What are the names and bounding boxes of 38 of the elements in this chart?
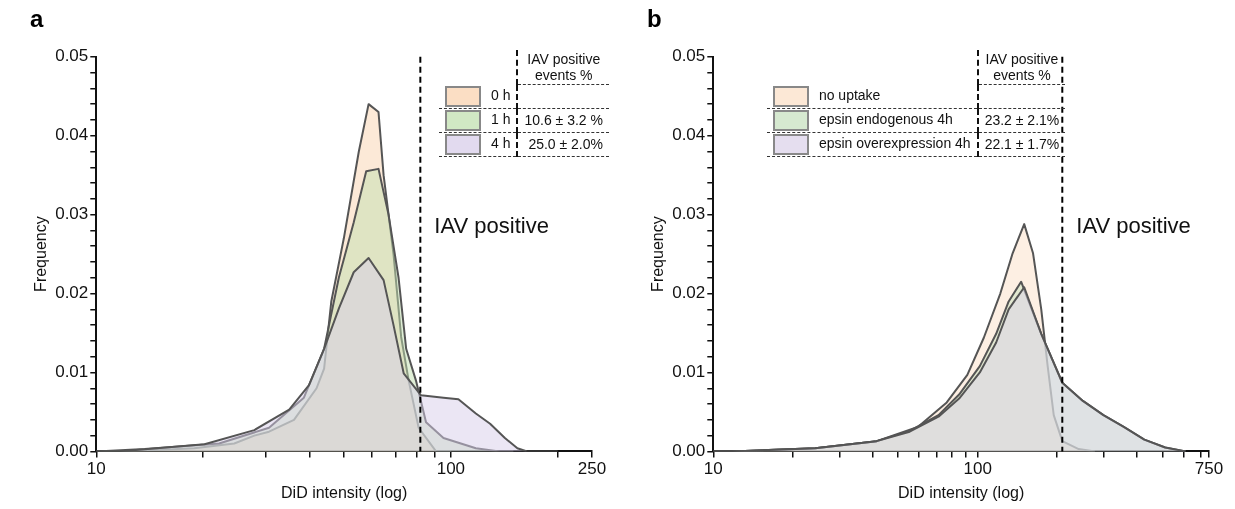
y-tick-label: 0.05 <box>672 46 706 66</box>
annotation: IAV positive events % <box>526 51 602 83</box>
y-tick-label: 0.05 <box>55 46 89 66</box>
y-tick-label: 0.04 <box>55 125 89 145</box>
y-axis-title: Frequency <box>32 216 50 292</box>
legend-label: epsin overexpression 4h <box>817 134 971 151</box>
annotation: 22.1 ± 1.7% <box>977 132 1066 156</box>
x-tick-label: 250 <box>577 459 607 479</box>
legend-label: 1 h <box>490 110 511 127</box>
ref-line-label: IAV positive <box>1076 212 1191 238</box>
annotation: 23.2 ± 2.1% <box>977 108 1066 132</box>
x-axis-title: DiD intensity (log) <box>898 483 1025 501</box>
y-tick-label: 0.03 <box>672 204 706 224</box>
y-tick-label: 0.02 <box>672 283 706 303</box>
legend-label: 4 h <box>490 134 511 151</box>
legend-label: no uptake <box>817 86 881 103</box>
legend-label: 0 h <box>490 86 511 103</box>
annotation: 10.6 ± 3.2 % <box>517 108 609 132</box>
x-tick-label: 100 <box>963 459 992 479</box>
ref-line-label: IAV positive <box>434 212 549 238</box>
annotation: 25.0 ± 2.0% <box>517 132 609 156</box>
legend-label: epsin endogenous 4h <box>817 110 953 127</box>
y-tick-label: 0.02 <box>55 283 89 303</box>
y-tick-label: 0.01 <box>55 362 89 382</box>
annotation: IAV positive events % <box>984 51 1060 83</box>
y-tick-label: 0.03 <box>55 204 89 224</box>
y-tick-label: 0.00 <box>672 441 706 461</box>
y-tick-label: 0.04 <box>672 125 706 145</box>
x-tick-label: 750 <box>1194 459 1224 479</box>
chart-title: a <box>30 5 44 33</box>
y-tick-label: 0.01 <box>672 362 706 382</box>
x-tick-label: 100 <box>436 459 466 479</box>
y-tick-label: 0.00 <box>55 441 89 461</box>
x-tick-label: 10 <box>703 459 723 479</box>
chart-title: b <box>647 5 662 33</box>
x-tick-label: 10 <box>86 459 106 479</box>
y-axis-title: Frequency <box>649 216 667 292</box>
x-axis-title: DiD intensity (log) <box>281 483 408 501</box>
